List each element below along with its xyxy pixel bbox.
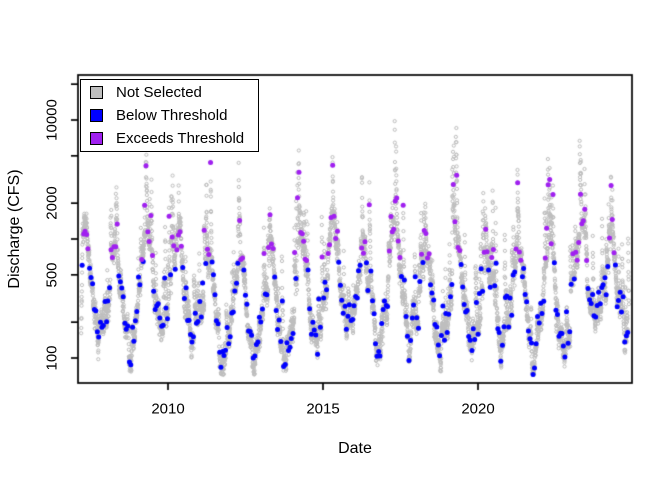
legend-box: Not Selected Below Threshold Exceeds Thr… — [80, 79, 259, 152]
x-tick-label-2015: 2015 — [306, 400, 340, 418]
legend-marker-not-selected — [90, 86, 103, 99]
legend-item-below-threshold: Below Threshold — [90, 105, 258, 126]
y-tick-label-500: 500 — [43, 262, 61, 288]
legend-label-below-threshold: Below Threshold — [116, 107, 228, 124]
legend-label-not-selected: Not Selected — [116, 84, 202, 101]
legend-marker-below-threshold — [90, 109, 103, 122]
legend-marker-exceeds-threshold — [90, 132, 103, 145]
legend-label-exceeds-threshold: Exceeds Threshold — [116, 130, 245, 147]
y-tick-label-100: 100 — [43, 345, 61, 371]
y-axis-title: Discharge (CFS) — [6, 169, 23, 289]
x-axis-title: Date — [338, 440, 372, 457]
y-tick-label-2000: 2000 — [43, 186, 61, 220]
x-tick-label-2010: 2010 — [151, 400, 185, 418]
legend-item-exceeds-threshold: Exceeds Threshold — [90, 128, 258, 149]
y-tick-label-10000: 10000 — [43, 99, 61, 141]
x-tick-label-2020: 2020 — [461, 400, 495, 418]
legend-item-not-selected: Not Selected — [90, 82, 258, 103]
